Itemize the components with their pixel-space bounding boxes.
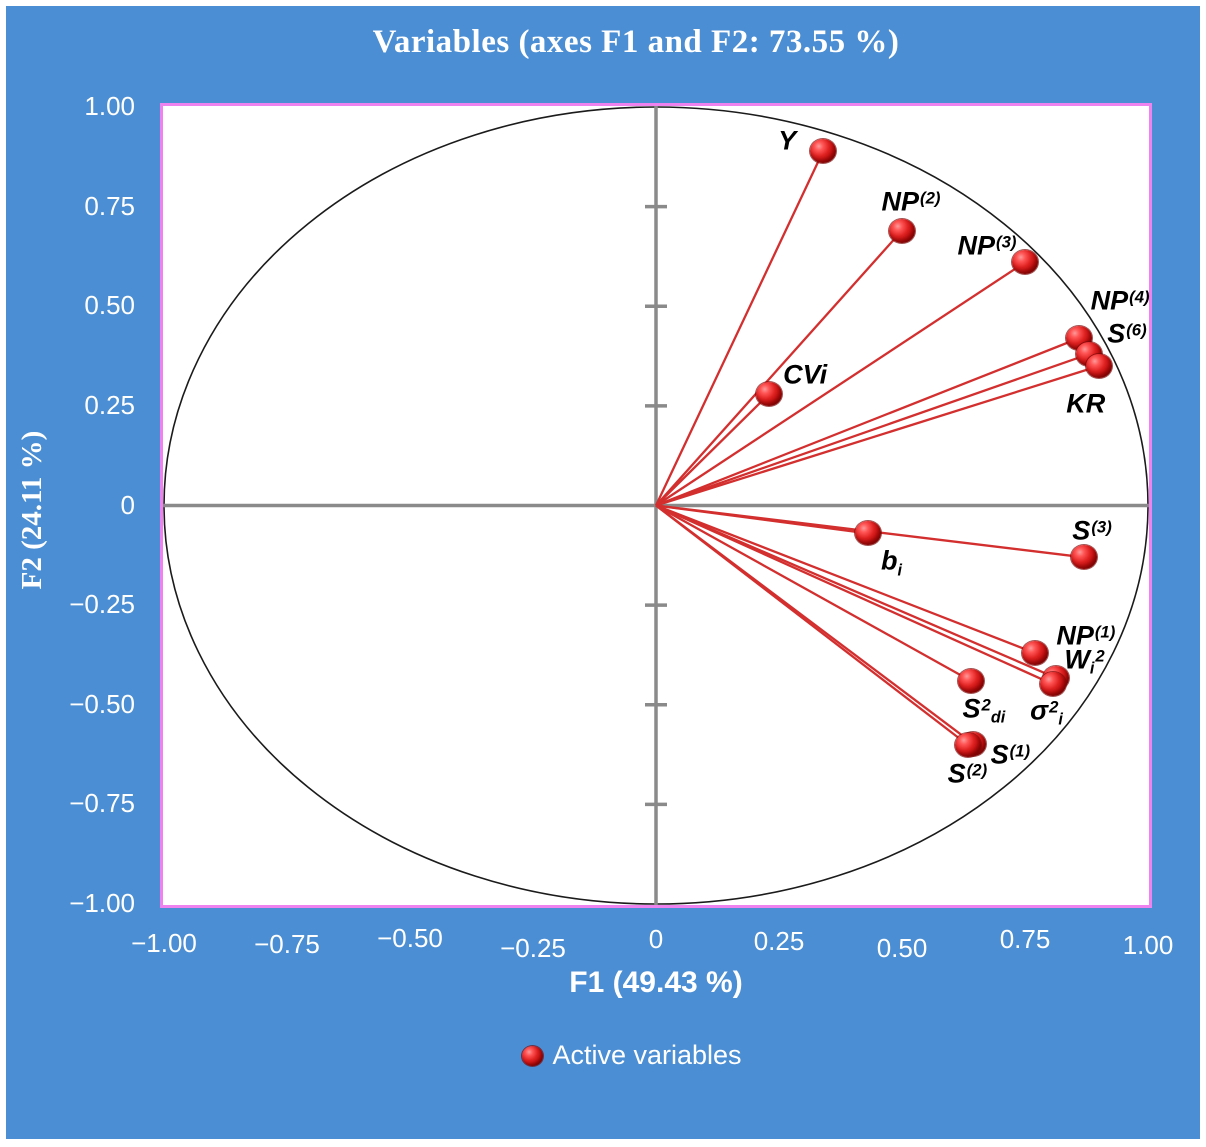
vector-S6 xyxy=(655,352,1090,507)
x-tick-1.00: 1.00 xyxy=(1122,930,1174,960)
x-tick-−0.50: −0.50 xyxy=(377,923,443,953)
points-layer: Y NP(2) NP(3) NP(4) S(6) KR CVi bi S(3) NP(1) Wi2 σ… xyxy=(163,106,1150,905)
label-NP2: NP(2) xyxy=(882,188,941,215)
label-sigma2i: σ2i xyxy=(1030,695,1063,728)
label-text: NP xyxy=(957,230,996,261)
point-bi xyxy=(854,521,881,546)
point-NP3 xyxy=(1012,250,1038,275)
point-KR xyxy=(1085,354,1112,379)
correlation-circle-svg xyxy=(163,106,1149,905)
y-tick-0.50: 0.50 xyxy=(84,290,135,321)
label-text: (2) xyxy=(920,188,941,208)
label-KR: KR xyxy=(1066,388,1106,419)
vector-NP1 xyxy=(655,504,1036,655)
label-text: S xyxy=(947,758,966,789)
label-text: S xyxy=(990,739,1009,770)
point-NP1 xyxy=(1021,640,1048,665)
label-text: di xyxy=(990,708,1006,727)
vector-S2di xyxy=(655,504,972,682)
label-text: (6) xyxy=(1126,320,1147,340)
label-text: (2) xyxy=(966,760,988,780)
y-tick-0.25: 0.25 xyxy=(84,389,135,420)
label-Y: Y xyxy=(778,127,796,154)
x-tick-−1.00: −1.00 xyxy=(131,928,197,958)
label-text: 2 xyxy=(981,695,991,715)
label-text: (3) xyxy=(996,232,1017,252)
label-text: Y xyxy=(778,125,797,156)
point-NP2 xyxy=(889,218,915,243)
point-S3 xyxy=(1071,545,1098,570)
label-text: i xyxy=(1089,659,1095,678)
vector-S2 xyxy=(655,504,970,747)
label-text: NP xyxy=(881,186,920,217)
legend: Active variables xyxy=(332,1040,932,1071)
label-bi: bi xyxy=(881,545,902,578)
vector-Y xyxy=(654,150,825,506)
vector-Wi2 xyxy=(655,504,1056,679)
y-tick-−0.75: −0.75 xyxy=(69,788,135,819)
label-text: b xyxy=(881,545,898,576)
label-text: (3) xyxy=(1091,517,1112,537)
legend-label: Active variables xyxy=(552,1040,742,1070)
vector-NP2 xyxy=(655,229,903,507)
vector-CVi xyxy=(655,393,770,507)
y-tick-0.75: 0.75 xyxy=(84,190,135,221)
label-S2: S(2) xyxy=(947,758,988,789)
label-NP1: NP(1) xyxy=(1056,622,1115,649)
x-tick-0: 0 xyxy=(648,924,664,954)
x-axis-title: F1 (49.43 %) xyxy=(569,966,743,999)
label-text: S xyxy=(1107,318,1126,349)
point-S2di xyxy=(957,668,984,693)
label-NP3: NP(3) xyxy=(957,230,1017,261)
x-tick-0.50: 0.50 xyxy=(876,933,928,963)
x-tick-0.25: 0.25 xyxy=(753,926,805,956)
chart-title: Variables (axes F1 and F2: 73.55 %) xyxy=(372,24,900,60)
label-text: NP xyxy=(1090,285,1129,316)
label-S2di: S2di xyxy=(962,693,1006,726)
plot-area: Y NP(2) NP(3) NP(4) S(6) KR CVi bi S(3) NP(1) Wi2 σ… xyxy=(160,103,1152,908)
label-text: 2 xyxy=(1095,646,1105,666)
point-Y xyxy=(810,138,837,163)
vector-KR xyxy=(655,364,1100,507)
x-tick-−0.75: −0.75 xyxy=(254,929,320,959)
label-text: KR xyxy=(1066,388,1106,419)
label-NP4: NP(4) xyxy=(1090,285,1150,316)
label-text: i xyxy=(1058,710,1063,729)
label-text: NP xyxy=(1056,620,1094,651)
vector-NP3 xyxy=(655,261,1026,507)
vector-sigma2i xyxy=(655,504,1054,686)
label-text: (4) xyxy=(1129,287,1150,307)
label-text: 2 xyxy=(1049,697,1059,717)
point-S2 xyxy=(955,733,982,758)
y-tick-−0.25: −0.25 xyxy=(69,589,135,620)
label-text: CVi xyxy=(783,359,828,390)
vector-NP4 xyxy=(655,337,1080,507)
label-S3: S(3) xyxy=(1072,515,1112,546)
point-CVi xyxy=(756,381,783,406)
label-text: σ xyxy=(1030,695,1049,726)
label-CVi: CVi xyxy=(783,361,827,388)
y-tick-1.00: 1.00 xyxy=(84,91,135,121)
point-sigma2i xyxy=(1039,672,1066,697)
label-Wi2: Wi2 xyxy=(1064,644,1105,677)
y-tick-−0.50: −0.50 xyxy=(69,688,135,719)
label-text: W xyxy=(1064,644,1090,675)
x-tick-0.75: 0.75 xyxy=(999,924,1051,954)
label-text: S xyxy=(1072,515,1091,546)
x-tick-−0.25: −0.25 xyxy=(500,933,566,963)
label-S6: S(6) xyxy=(1107,318,1147,349)
legend-red-sphere-icon xyxy=(522,1045,544,1066)
label-text: S xyxy=(962,693,981,724)
label-text: (1) xyxy=(1094,622,1116,642)
label-text: i xyxy=(897,561,903,580)
y-tick-0: 0 xyxy=(120,489,135,520)
label-S1: S(1) xyxy=(991,741,1030,768)
label-text: (1) xyxy=(1009,741,1031,761)
y-tick-−1.00: −1.00 xyxy=(69,888,135,918)
